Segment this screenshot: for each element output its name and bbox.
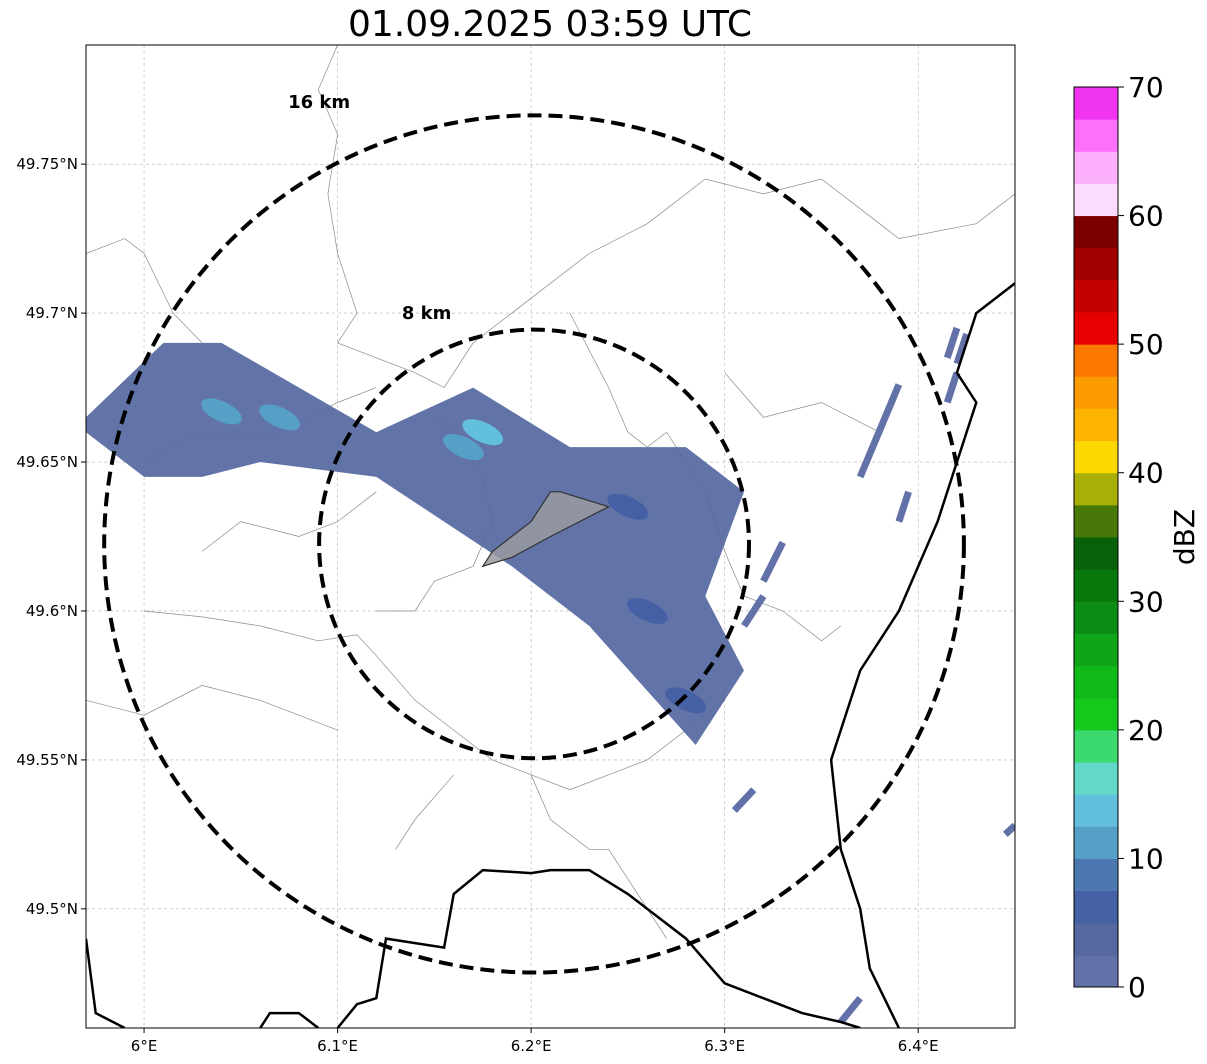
colorbar-swatch bbox=[1074, 922, 1118, 956]
lat-tick-label: 49.6°N bbox=[26, 602, 78, 620]
boundary-line bbox=[530, 774, 667, 939]
highlight-area bbox=[481, 491, 611, 568]
map-frame bbox=[85, 44, 1016, 1029]
colorbar-swatch bbox=[1074, 440, 1118, 474]
colorbar-swatch bbox=[1074, 633, 1118, 667]
lon-tick-label: 6.4°E bbox=[898, 1037, 939, 1055]
colorbar-swatch bbox=[1074, 408, 1118, 442]
range-ring-label-8km: 8 km bbox=[402, 303, 452, 324]
colorbar-swatch bbox=[1074, 826, 1118, 859]
colorbar-swatch bbox=[1074, 665, 1118, 699]
colorbar-tick-label: 0 bbox=[1128, 971, 1146, 1004]
boundary-line bbox=[86, 238, 203, 344]
colorbar-swatch bbox=[1074, 183, 1118, 217]
echo-streak bbox=[731, 787, 757, 813]
lat-tick-label: 49.7°N bbox=[26, 304, 78, 322]
colorbar: 0 10 20 30 40 50 60 70 dBZ bbox=[1073, 71, 1201, 1004]
colorbar-swatch bbox=[1074, 215, 1118, 249]
echo-cell bbox=[259, 404, 300, 431]
echo-streak bbox=[838, 996, 863, 1025]
boundary-line bbox=[86, 685, 338, 731]
border-line bbox=[336, 868, 861, 1028]
colorbar-swatch bbox=[1074, 601, 1118, 634]
lon-tick-label: 6.3°E bbox=[704, 1037, 745, 1055]
echo-cell bbox=[607, 493, 649, 520]
colorbar-swatch bbox=[1074, 472, 1118, 506]
colorbar-tick-label: 20 bbox=[1128, 714, 1164, 747]
colorbar-swatch bbox=[1074, 279, 1118, 313]
lon-tick-label: 6°E bbox=[131, 1037, 158, 1055]
lat-tick-label: 49.75°N bbox=[16, 155, 78, 173]
colorbar-tick-label: 50 bbox=[1128, 328, 1164, 361]
colorbar-swatch bbox=[1074, 344, 1118, 377]
colorbar-swatch bbox=[1074, 151, 1118, 184]
colorbar-tick-label: 10 bbox=[1128, 842, 1164, 875]
colorbar-label: dBZ bbox=[1168, 509, 1201, 565]
colorbar-swatch bbox=[1074, 954, 1118, 988]
echo-band bbox=[86, 342, 744, 745]
echo-streak bbox=[953, 332, 970, 365]
echo-cell bbox=[443, 434, 484, 461]
colorbar-swatch bbox=[1074, 376, 1118, 409]
colorbar-swatch bbox=[1074, 569, 1118, 602]
range-ring-8km bbox=[317, 327, 751, 761]
colorbar-swatch bbox=[1074, 762, 1118, 795]
colorbar-swatch bbox=[1074, 794, 1118, 827]
colorbar-swatch bbox=[1074, 537, 1118, 570]
boundary-line bbox=[317, 45, 1015, 389]
axis-ticks: 6°E 6.1°E 6.2°E 6.3°E 6.4°E 49.75°N 49.7°N 49.6… bbox=[16, 155, 938, 1055]
lat-tick-label: 49.55°N bbox=[16, 751, 78, 769]
colorbar-frame bbox=[1073, 86, 1119, 988]
echo-cell bbox=[201, 398, 242, 425]
map-title: 01.09.2025 03:59 UTC bbox=[347, 4, 753, 45]
echo-streak bbox=[741, 594, 767, 628]
colorbar-swatch bbox=[1074, 247, 1118, 281]
lat-tick-label: 49.65°N bbox=[16, 453, 78, 471]
colorbar-swatch bbox=[1074, 858, 1118, 892]
colorbar-tick-label: 40 bbox=[1128, 457, 1164, 490]
echo-streak bbox=[1002, 822, 1015, 837]
echo-cell bbox=[626, 597, 668, 624]
map-frame-rect bbox=[85, 44, 1016, 1029]
boundary-line bbox=[144, 610, 725, 791]
colorbar-tick-label: 30 bbox=[1128, 585, 1164, 618]
echo-streak bbox=[943, 371, 961, 404]
echo-streak bbox=[760, 540, 786, 583]
range-ring-16km bbox=[102, 113, 966, 975]
colorbar-swatch bbox=[1074, 729, 1118, 763]
border-line bbox=[829, 282, 1015, 1028]
colorbar-swatch bbox=[1074, 504, 1118, 538]
boundary-line bbox=[395, 774, 454, 850]
colorbar-swatch bbox=[1074, 890, 1118, 924]
lon-tick-label: 6.2°E bbox=[511, 1037, 552, 1055]
colorbar-swatch bbox=[1074, 119, 1118, 152]
colorbar-swatch bbox=[1074, 312, 1118, 345]
boundary-line bbox=[724, 372, 880, 433]
boundary-line bbox=[201, 491, 377, 552]
colorbar-swatch bbox=[1074, 87, 1118, 120]
lat-tick-label: 49.5°N bbox=[26, 900, 78, 918]
border-line bbox=[86, 938, 126, 1028]
border-line bbox=[259, 1011, 320, 1028]
echo-streak bbox=[895, 490, 912, 523]
echo-streak bbox=[856, 383, 903, 479]
admin-boundaries bbox=[86, 45, 1015, 939]
lon-tick-label: 6.1°E bbox=[317, 1037, 358, 1055]
country-borders bbox=[86, 282, 1015, 1028]
radar-echoes bbox=[86, 326, 1015, 1025]
range-rings: 8 km 16 km bbox=[102, 92, 966, 975]
colorbar-tick-label: 70 bbox=[1128, 71, 1164, 104]
range-ring-label-16km: 16 km bbox=[288, 92, 350, 113]
colorbar-swatch bbox=[1074, 697, 1118, 731]
echo-cell bbox=[462, 419, 504, 446]
echo-streak bbox=[943, 326, 961, 359]
echo-cell bbox=[665, 687, 707, 714]
colorbar-tick-label: 60 bbox=[1128, 200, 1164, 233]
